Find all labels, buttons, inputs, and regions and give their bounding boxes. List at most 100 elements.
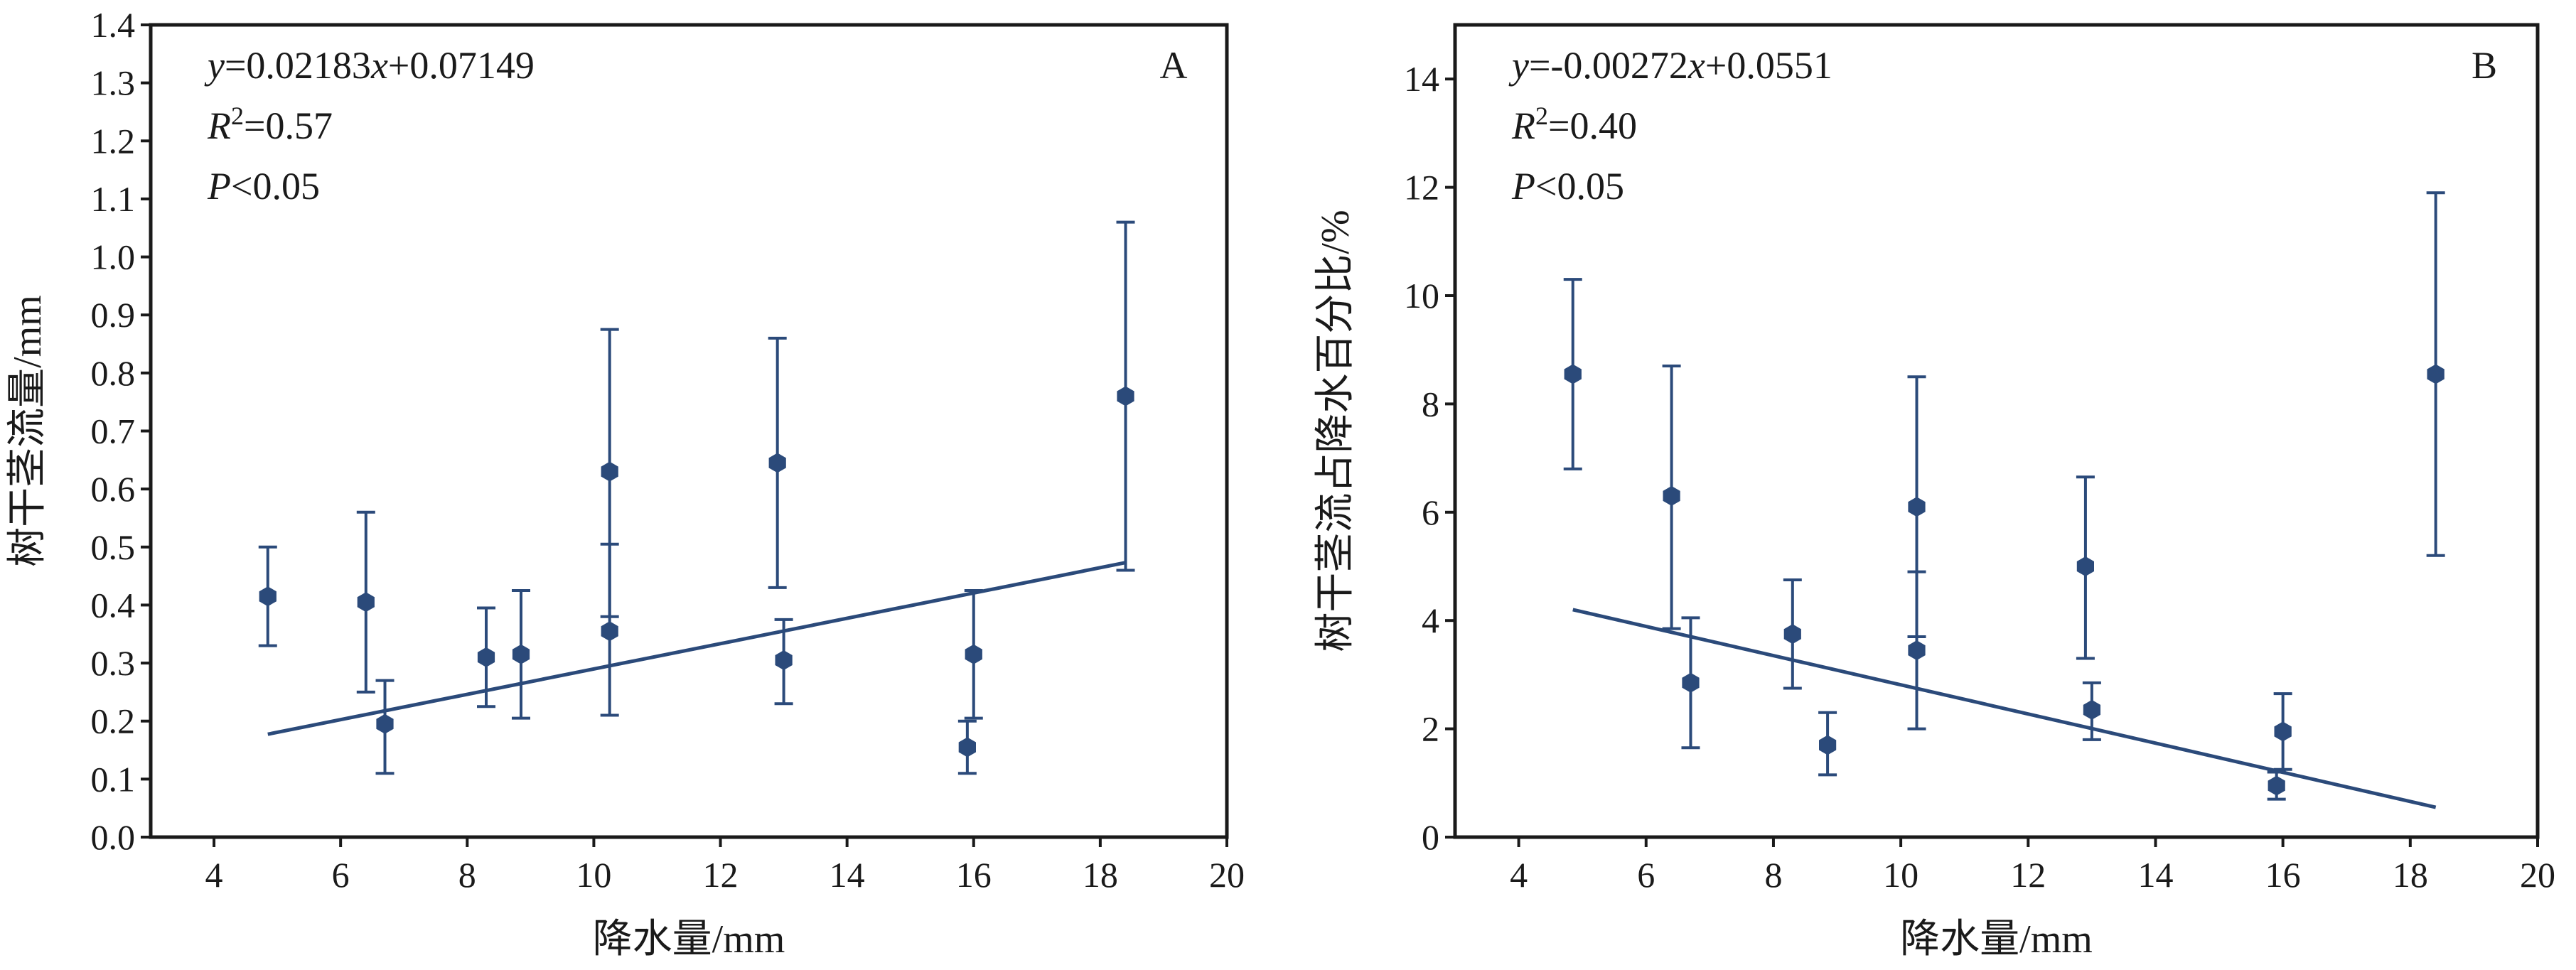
- x-tick-label: 16: [2265, 855, 2301, 895]
- x-tick-label: 20: [2520, 855, 2555, 895]
- data-point: [2083, 699, 2100, 720]
- x-tick-label: 18: [2393, 855, 2428, 895]
- data-point: [2268, 775, 2285, 796]
- data-point: [958, 737, 976, 758]
- r-squared-part: 2: [231, 102, 244, 130]
- data-point: [2427, 364, 2444, 384]
- y-tick-label: 0.3: [91, 643, 136, 683]
- r-squared-part: =0.57: [244, 104, 333, 147]
- x-tick-label: 18: [1083, 855, 1118, 895]
- x-tick-label: 8: [458, 855, 476, 895]
- x-tick-label: 14: [2137, 855, 2173, 895]
- p-value: P<0.05: [1511, 165, 1624, 208]
- x-tick-label: 6: [332, 855, 350, 895]
- y-axis-title: 树干茎流占降水百分比/%: [1314, 210, 1358, 652]
- data-point: [601, 461, 618, 482]
- x-tick-label: 10: [576, 855, 611, 895]
- x-tick-label: 6: [1637, 855, 1655, 895]
- data-point: [965, 644, 982, 664]
- r-squared-part: R: [207, 104, 231, 147]
- r-squared: R2=0.40: [1511, 102, 1637, 147]
- p-value-part: <0.05: [231, 165, 320, 208]
- y-tick-label: 1.3: [91, 63, 136, 103]
- data-point: [357, 592, 375, 613]
- data-point: [1663, 485, 1680, 506]
- y-tick-label: 1.1: [91, 179, 136, 219]
- x-tick-label: 12: [703, 855, 739, 895]
- data-point: [376, 713, 394, 734]
- data-point: [601, 621, 618, 642]
- x-tick-label: 4: [205, 855, 223, 895]
- y-tick-label: 0.5: [91, 527, 136, 567]
- y-tick-label: 0.0: [91, 817, 136, 857]
- x-tick-label: 12: [2010, 855, 2046, 895]
- y-tick-label: 0.7: [91, 411, 136, 451]
- plot-frame: [1453, 23, 2540, 839]
- y-tick-label: 1.0: [91, 237, 136, 277]
- regression-line: [267, 561, 1126, 736]
- panel-b: 4 6 8 10 12 14 16 18 20 0 2 4 6 8 10 12 14 降水量/mm 树干茎流占降水百…: [1314, 23, 2555, 961]
- y-tick-label: 6: [1422, 492, 1439, 532]
- r-squared-part: =0.40: [1548, 104, 1637, 147]
- data-point: [2274, 721, 2292, 742]
- data-point: [1908, 640, 1926, 661]
- p-value-part: P: [207, 165, 231, 208]
- regression-equation: y=0.02183x+0.07149: [204, 44, 535, 87]
- equation-part: y: [204, 44, 225, 87]
- regression-equation: y=-0.00272x+0.0551: [1508, 44, 1832, 87]
- x-tick-label: 16: [956, 855, 992, 895]
- equation-part: y: [1508, 44, 1529, 87]
- y-axis-title: 树干茎流量/mm: [6, 295, 50, 567]
- y-tick-label: 0: [1422, 817, 1439, 857]
- data-point: [775, 650, 793, 670]
- data-point: [768, 453, 786, 473]
- panel-label: A: [1160, 44, 1188, 87]
- p-value: P<0.05: [207, 165, 320, 208]
- y-tick-label: 8: [1422, 384, 1439, 424]
- data-point: [1819, 735, 1837, 755]
- data-point: [2076, 556, 2094, 576]
- regression-line: [1572, 608, 2437, 809]
- y-tick-label: 1.4: [91, 5, 136, 45]
- r-squared-part: R: [1511, 104, 1535, 147]
- data-point: [1117, 386, 1134, 406]
- y-tick-label: 0.1: [91, 759, 136, 799]
- r-squared: R2=0.57: [207, 102, 333, 147]
- data-point: [1682, 672, 1700, 693]
- equation-part: +0.0551: [1705, 44, 1832, 87]
- data-point: [1908, 497, 1926, 517]
- x-axis-title: 降水量/mm: [1900, 917, 2093, 961]
- equation-part: x: [370, 44, 388, 87]
- x-tick-label: 8: [1764, 855, 1782, 895]
- equation-part: =0.02183: [225, 44, 371, 87]
- y-tick-label: 0.4: [91, 585, 136, 625]
- equation-part: +0.07149: [388, 44, 535, 87]
- y-tick-label: 0.2: [91, 701, 136, 741]
- y-tick-label: 4: [1422, 600, 1439, 640]
- x-tick-label: 10: [1883, 855, 1918, 895]
- y-tick-label: 10: [1404, 276, 1439, 316]
- data-point: [259, 586, 277, 607]
- data-point: [477, 647, 495, 667]
- equation-part: =-0.00272: [1529, 44, 1688, 87]
- panel-a: 4 6 8 10 12 14 16 18 20 0.0 0.1 0.2 0.3 0.4 0.5 0.6 0.7 0…: [6, 5, 1245, 961]
- x-tick-label: 20: [1209, 855, 1245, 895]
- x-tick-label: 14: [830, 855, 865, 895]
- y-tick-label: 1.2: [91, 121, 136, 161]
- y-tick-label: 2: [1422, 709, 1439, 749]
- y-tick-label: 0.9: [91, 295, 136, 335]
- y-tick-label: 0.6: [91, 469, 136, 509]
- y-tick-label: 14: [1404, 59, 1439, 99]
- r-squared-part: 2: [1535, 102, 1548, 130]
- p-value-part: <0.05: [1535, 165, 1624, 208]
- data-point: [1564, 364, 1582, 384]
- y-tick-label: 0.8: [91, 353, 136, 393]
- y-tick-label: 12: [1404, 168, 1439, 208]
- x-tick-label: 4: [1510, 855, 1528, 895]
- equation-part: x: [1687, 44, 1705, 87]
- panel-label: B: [2472, 44, 2497, 87]
- data-point: [512, 644, 530, 664]
- x-axis-title: 降水量/mm: [593, 917, 785, 961]
- p-value-part: P: [1511, 165, 1535, 208]
